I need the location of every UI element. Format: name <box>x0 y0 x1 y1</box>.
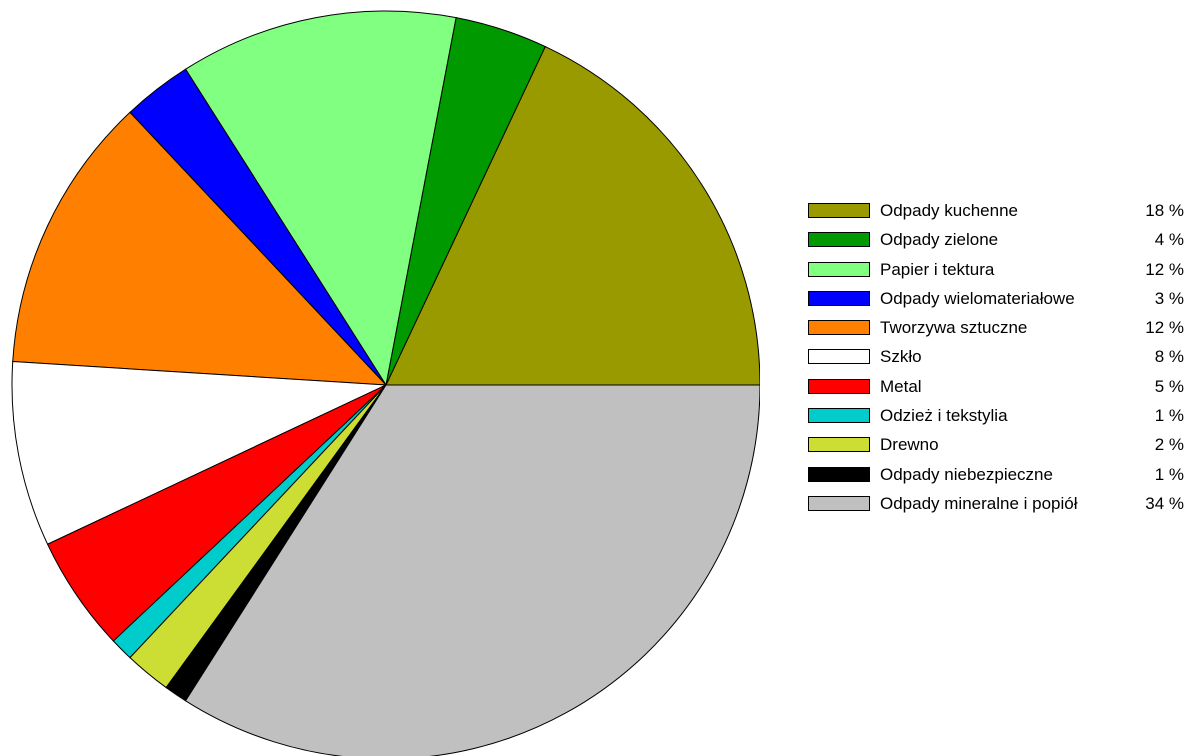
legend-label: Odpady wielomateriałowe <box>880 288 1075 308</box>
pie-slice-5 <box>11 360 387 545</box>
legend-value: 34 % <box>1145 493 1184 513</box>
legend-value: 12 % <box>1145 259 1184 279</box>
legend-item: Metal 5 % <box>808 376 1188 405</box>
legend-label: Szkło <box>880 347 922 367</box>
legend-swatch <box>808 290 870 306</box>
legend-item: Odzież i tekstylia 1 % <box>808 405 1188 434</box>
legend-value: 4 % <box>1154 230 1184 250</box>
legend-item: Odpady kuchenne 18 % <box>808 200 1188 229</box>
legend-swatch <box>808 349 870 365</box>
legend-swatch <box>808 378 870 394</box>
legend-label: Papier i tektura <box>880 259 995 279</box>
legend-swatch <box>808 261 870 277</box>
legend-label: Odpady kuchenne <box>880 201 1018 220</box>
legend-swatch <box>808 408 870 424</box>
legend-value: 1 % <box>1154 464 1184 484</box>
legend-label: Drewno <box>880 435 939 455</box>
legend-value: 3 % <box>1154 288 1184 308</box>
pie-slice-2 <box>184 10 457 387</box>
legend-label: Odzież i tekstylia <box>880 406 1008 426</box>
legend-item: Drewno 2 % <box>808 434 1188 463</box>
legend-item: Szkło 8 % <box>808 346 1188 375</box>
legend: Odpady kuchenne 18 % Odpady zielone 4 % Papi… <box>808 200 1188 522</box>
legend-label: Tworzywa sztuczne <box>880 318 1028 338</box>
legend-value: 12 % <box>1145 318 1184 338</box>
legend-label: Odpady mineralne i popiół <box>880 493 1078 513</box>
pie-slice-0 <box>385 45 760 386</box>
legend-swatch <box>808 495 870 511</box>
legend-value: 5 % <box>1154 376 1184 396</box>
legend-label: Odpady niebezpieczne <box>880 464 1053 484</box>
legend-item: Odpady mineralne i popiół 34 % <box>808 493 1188 522</box>
legend-item: Odpady zielone 4 % <box>808 229 1188 258</box>
legend-label: Odpady zielone <box>880 230 999 250</box>
legend-swatch <box>808 320 870 336</box>
legend-swatch <box>808 232 870 248</box>
pie-slice-4 <box>12 111 388 386</box>
legend-item: Papier i tektura 12 % <box>808 259 1188 288</box>
legend-item: Odpady niebezpieczne 1 % <box>808 464 1188 493</box>
legend-value: 1 % <box>1154 406 1184 426</box>
legend-value: 8 % <box>1154 347 1184 367</box>
legend-item: Tworzywa sztuczne 12 % <box>808 317 1188 346</box>
legend-swatch <box>808 437 870 453</box>
legend-label: Metal <box>880 376 922 396</box>
pie-chart <box>11 10 760 756</box>
legend-item: Odpady wielomateriałowe 3 % <box>808 288 1188 317</box>
legend-swatch <box>808 466 870 482</box>
legend-value: 2 % <box>1154 435 1184 455</box>
legend-swatch <box>808 203 870 218</box>
pie-slice-10 <box>184 384 760 756</box>
legend-value: 18 % <box>1145 201 1184 220</box>
